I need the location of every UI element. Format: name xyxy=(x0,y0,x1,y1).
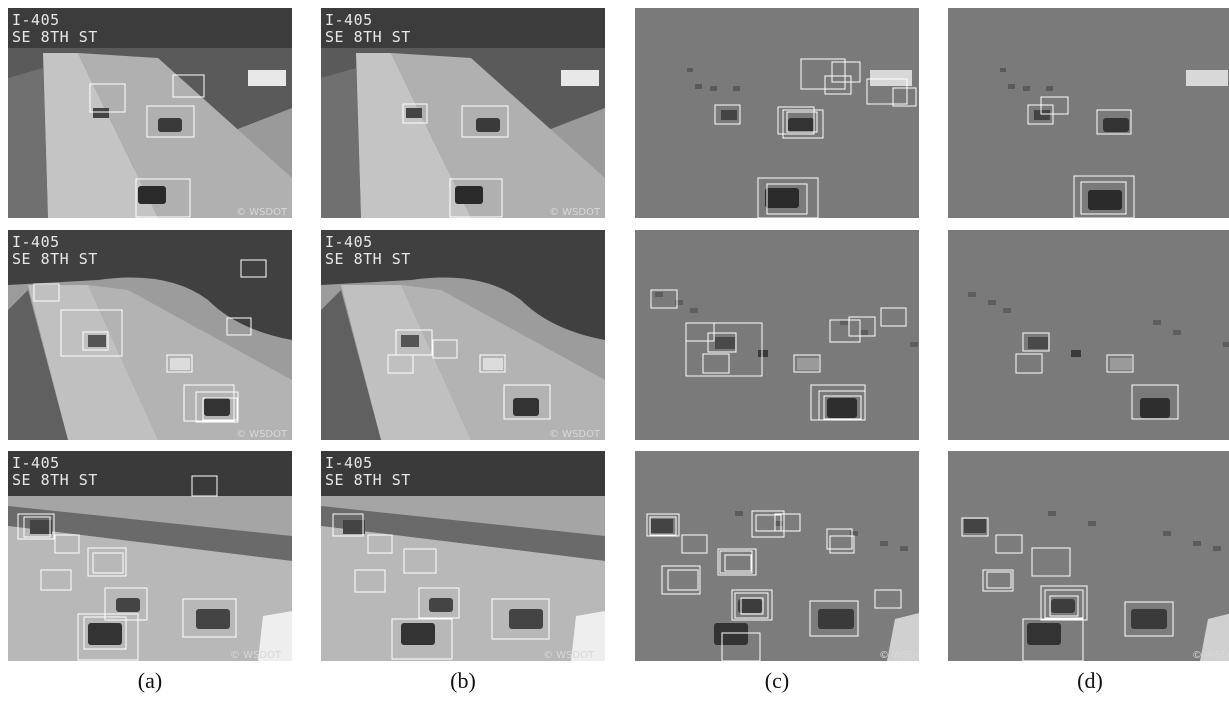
camera-label-line1: I-405 xyxy=(12,454,60,472)
camera-label-line1: I-405 xyxy=(12,233,60,251)
camera-label-line1: I-405 xyxy=(325,11,373,29)
frame-c-row3: © WSDOT xyxy=(635,451,919,661)
camera-label-line2: SE 8TH ST xyxy=(12,471,98,489)
camera-label-line1: I-405 xyxy=(12,11,60,29)
caption-d: (d) xyxy=(1077,668,1103,693)
watermark: © WSDOT xyxy=(1192,650,1229,661)
camera-label-line2: SE 8TH ST xyxy=(325,28,411,46)
frame-c-row1 xyxy=(635,8,919,218)
frame-d-row1 xyxy=(948,8,1229,218)
frame-b-row2: I-405 SE 8TH ST © WSDOT xyxy=(321,230,605,440)
caption-c: (c) xyxy=(764,668,790,693)
watermark: © WSDOT xyxy=(236,429,288,440)
frame-d-row2 xyxy=(948,230,1229,440)
watermark: © WSDOT xyxy=(879,650,919,661)
camera-label-line1: I-405 xyxy=(325,233,373,251)
camera-label-line2: SE 8TH ST xyxy=(325,250,411,268)
frame-d-row3: © WSDOT xyxy=(948,451,1229,661)
frame-a-row3: I-405 SE 8TH ST © WSDOT xyxy=(8,451,292,661)
camera-label-line2: SE 8TH ST xyxy=(325,471,411,489)
camera-label-line2: SE 8TH ST xyxy=(12,28,98,46)
frame-c-row2 xyxy=(635,230,919,440)
frame-a-row1: I-405 SE 8TH ST © WSDOT xyxy=(8,8,292,218)
watermark: © WSDOT xyxy=(230,650,282,661)
watermark: © WSDOT xyxy=(543,650,595,661)
frame-b-row1: I-405 SE 8TH ST © WSDOT xyxy=(321,8,605,218)
caption-b: (b) xyxy=(450,668,476,693)
watermark: © WSDOT xyxy=(236,207,288,218)
watermark: © WSDOT xyxy=(549,429,601,440)
camera-label-line2: SE 8TH ST xyxy=(12,250,98,268)
caption-a: (a) xyxy=(137,668,163,693)
camera-label-line1: I-405 xyxy=(325,454,373,472)
frame-b-row3: I-405 SE 8TH ST © WSDOT xyxy=(321,451,605,661)
frame-a-row2: I-405 SE 8TH ST © WSDOT xyxy=(8,230,292,440)
watermark: © WSDOT xyxy=(549,207,601,218)
